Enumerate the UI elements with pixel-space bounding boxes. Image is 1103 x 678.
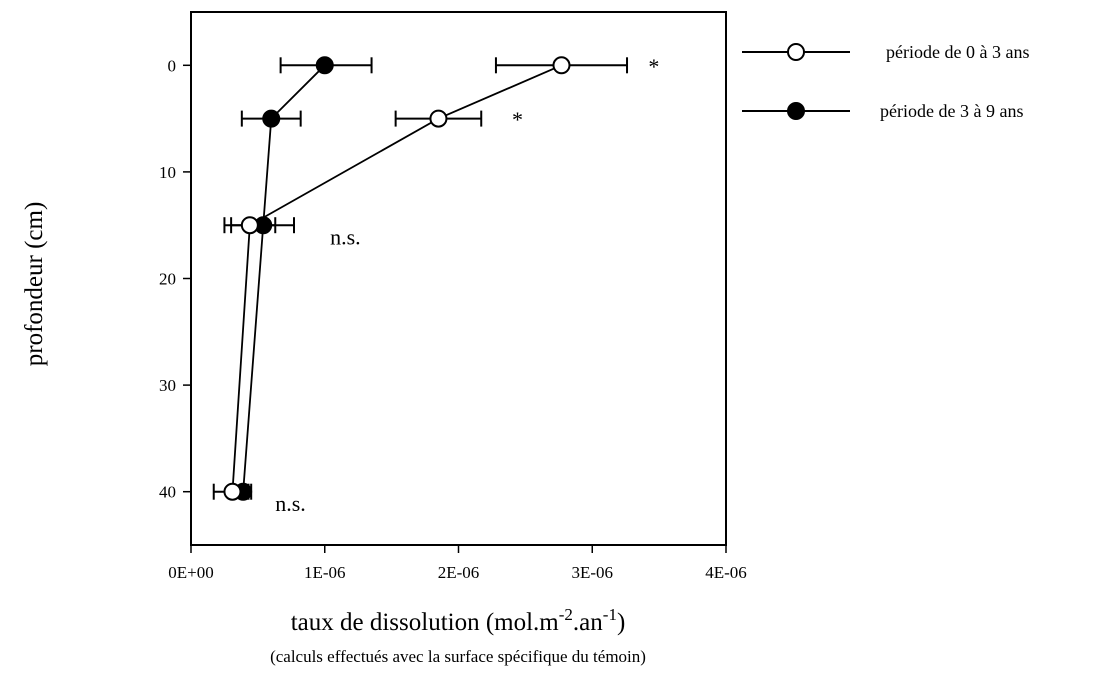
plot-frame bbox=[190, 11, 727, 546]
x-axis-title: taux de dissolution (mol.m-2.an-1) bbox=[291, 605, 626, 636]
series-line-1 bbox=[242, 64, 326, 492]
annotation-1: * bbox=[512, 107, 523, 132]
legend: période de 0 à 3 ans période de 3 à 9 an… bbox=[742, 42, 1029, 121]
x-tick-label-3: 3E-06 bbox=[571, 563, 613, 582]
annotation-0: * bbox=[648, 54, 659, 79]
series-line-0 bbox=[231, 64, 562, 492]
series-layer bbox=[212, 56, 629, 501]
x-axis-title-mid: .an bbox=[573, 609, 603, 636]
point-0-3 bbox=[223, 482, 242, 501]
legend-item-0: période de 0 à 3 ans bbox=[742, 42, 1029, 62]
x-tick-label-1: 1E-06 bbox=[304, 563, 346, 582]
y-tick-label-3: 30 bbox=[159, 376, 176, 395]
point-1-1 bbox=[262, 109, 281, 128]
y-tick-label-2: 20 bbox=[159, 270, 176, 289]
series-1 bbox=[230, 57, 373, 500]
y-axis: 0 10 20 30 40 bbox=[159, 56, 191, 502]
y-tick-label-4: 40 bbox=[159, 483, 176, 502]
x-axis: 0E+00 1E-06 2E-06 3E-06 4E-06 bbox=[168, 545, 747, 582]
y-axis-title: profondeur (cm) bbox=[21, 202, 48, 367]
y-tick-label-0: 0 bbox=[168, 56, 177, 75]
point-0-0 bbox=[552, 56, 571, 75]
legend-label-0: période de 0 à 3 ans bbox=[886, 42, 1029, 62]
annotation-layer: * * n.s. n.s. bbox=[275, 54, 659, 516]
x-tick-label-2: 2E-06 bbox=[438, 563, 480, 582]
point-0-1 bbox=[429, 109, 448, 128]
x-axis-title-exp1: -2 bbox=[559, 605, 573, 624]
x-axis-title-exp2: -1 bbox=[603, 605, 617, 624]
legend-label-1: période de 3 à 9 ans bbox=[880, 101, 1023, 121]
legend-marker-open bbox=[787, 43, 805, 61]
legend-item-1: période de 3 à 9 ans bbox=[742, 101, 1023, 121]
point-1-0 bbox=[315, 56, 334, 75]
point-0-2 bbox=[240, 216, 259, 235]
legend-marker-filled bbox=[787, 102, 805, 120]
x-axis-title-end: ) bbox=[617, 609, 625, 636]
x-tick-label-4: 4E-06 bbox=[705, 563, 747, 582]
annotation-3: n.s. bbox=[275, 491, 306, 516]
x-axis-title-main: taux de dissolution (mol.m bbox=[291, 609, 560, 636]
annotation-2: n.s. bbox=[330, 224, 361, 249]
x-tick-label-0: 0E+00 bbox=[168, 563, 213, 582]
y-tick-label-1: 10 bbox=[159, 163, 176, 182]
x-axis-note: (calculs effectués avec la surface spéci… bbox=[270, 647, 646, 666]
